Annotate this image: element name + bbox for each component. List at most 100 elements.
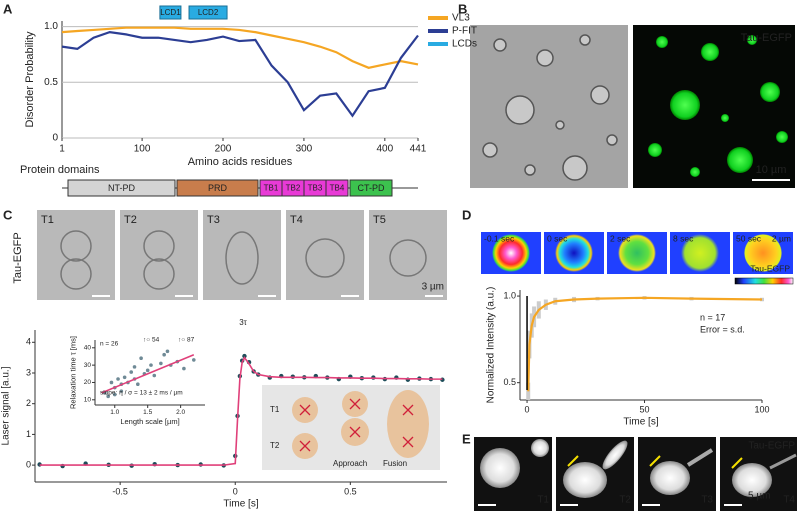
- brightfield-image: [470, 25, 628, 188]
- frame-label: T5: [373, 214, 386, 226]
- schematic-label: Approach: [333, 459, 367, 468]
- legend-label: P-FIT: [452, 26, 477, 37]
- green-droplets: [648, 35, 788, 177]
- inset-box: [62, 334, 215, 430]
- frame-label: -0.1 sec: [484, 233, 515, 243]
- frame-label: T1: [41, 214, 54, 226]
- x-tick-label: 400: [376, 144, 393, 155]
- x-tick-label: 0.5: [344, 486, 357, 496]
- image-label: Tau-EGFP: [748, 441, 795, 452]
- y-tick-label: 0: [26, 459, 31, 469]
- frame-label: 2 sec: [610, 233, 631, 243]
- data-point: [106, 394, 110, 399]
- panel-letter: C: [3, 207, 13, 222]
- frame-label: 8 sec: [673, 233, 694, 243]
- fit-line: [39, 356, 443, 466]
- series-line: [527, 296, 763, 392]
- y-tick-label: 1: [26, 429, 31, 439]
- data-point: [165, 349, 170, 354]
- y-axis-label: Relaxation time τ [ms]: [68, 336, 77, 409]
- image-label: Tau-EGFP: [12, 232, 24, 283]
- data-point: [116, 377, 120, 381]
- fusion-images: [474, 437, 797, 511]
- data-point: [129, 370, 134, 374]
- schematic-label: Fusion: [383, 459, 407, 468]
- x-tick-label: 100: [134, 144, 151, 155]
- data-point: [162, 352, 166, 357]
- data-point: [145, 368, 150, 373]
- x-tick-label: 1: [59, 144, 65, 155]
- image-label: Tau-EGFP: [750, 263, 790, 273]
- schematic-label: T2: [270, 441, 280, 450]
- y-tick-label: 4: [26, 337, 31, 347]
- scale-label: 2 µm: [772, 233, 791, 243]
- y-tick-label: 0.5: [503, 377, 516, 387]
- frame-label: T4: [783, 495, 795, 506]
- domain-box: [176, 179, 259, 197]
- x-tick-label: 300: [296, 144, 313, 155]
- x-tick-label: 1.0: [110, 409, 119, 416]
- annotation: 3τ: [239, 318, 247, 327]
- legend-label: VL3: [452, 13, 470, 24]
- frame-label: T2: [124, 214, 137, 226]
- series-line: [61, 31, 419, 118]
- annotation: n = 17: [700, 312, 725, 322]
- x-tick-label: 0: [233, 486, 238, 496]
- x-axis-label: Amino acids residues: [188, 156, 293, 168]
- data-point: [242, 353, 247, 359]
- domain-label: PRD: [208, 183, 228, 193]
- frame-label: T1: [537, 495, 549, 506]
- annotation: Error = s.d.: [700, 324, 745, 334]
- domains-title: Protein domains: [20, 164, 100, 176]
- x-axis-label: Length scale [µm]: [120, 417, 179, 426]
- y-axis-label: Disorder Probability: [24, 31, 36, 127]
- lcd-label: LCD1: [160, 8, 181, 17]
- legend-label: LCDs: [452, 39, 477, 50]
- data-point: [152, 373, 157, 378]
- scale-label: 5 µm: [748, 491, 770, 502]
- data-point: [192, 358, 196, 362]
- domain-label: TB3: [308, 184, 323, 193]
- schematic-marks: [299, 398, 414, 452]
- domain-label: TB2: [286, 184, 301, 193]
- x-tick-label: -0.5: [112, 486, 128, 496]
- annotation: n = 26: [100, 341, 119, 348]
- frame-label: T4: [290, 214, 303, 226]
- y-tick-label: 0.5: [44, 77, 58, 88]
- data-point: [112, 392, 117, 397]
- x-tick-label: 0: [525, 404, 530, 414]
- frame-label: T2: [619, 495, 631, 506]
- y-tick-label: 0: [52, 133, 58, 144]
- x-axis-label: Time [s]: [623, 417, 658, 428]
- domain-box: [325, 179, 349, 197]
- domain-label: CT-PD: [358, 183, 386, 193]
- y-tick-label: 20: [84, 379, 92, 386]
- x-tick-label: 2.0: [176, 409, 185, 416]
- panel-letter: A: [3, 1, 13, 16]
- frap-frames: [481, 232, 794, 285]
- panel-letter: D: [462, 207, 471, 222]
- domain-label: TB1: [264, 184, 279, 193]
- scale-label: 10 µm: [756, 164, 787, 176]
- domain-label: TB4: [330, 184, 345, 193]
- x-tick-label: 50: [640, 404, 650, 414]
- image-label: Tau-EGFP: [741, 32, 792, 44]
- x-axis-label: Time [s]: [223, 499, 258, 510]
- panel-letter: B: [458, 1, 467, 16]
- data-point: [132, 365, 137, 369]
- y-tick-label: 10: [84, 397, 92, 404]
- y-tick-label: 1.0: [44, 21, 58, 32]
- annotation: ↑○ 54: [143, 337, 160, 344]
- y-tick-label: 3: [26, 367, 31, 377]
- x-tick-label: 441: [410, 144, 427, 155]
- data-point: [159, 361, 163, 366]
- x-tick-label: 200: [215, 144, 232, 155]
- lcd-region: [159, 5, 182, 20]
- data-point: [122, 375, 127, 380]
- data-point: [109, 380, 114, 385]
- domain-box: [67, 179, 176, 197]
- droplets: [482, 34, 618, 181]
- x-tick-label: 100: [754, 404, 769, 414]
